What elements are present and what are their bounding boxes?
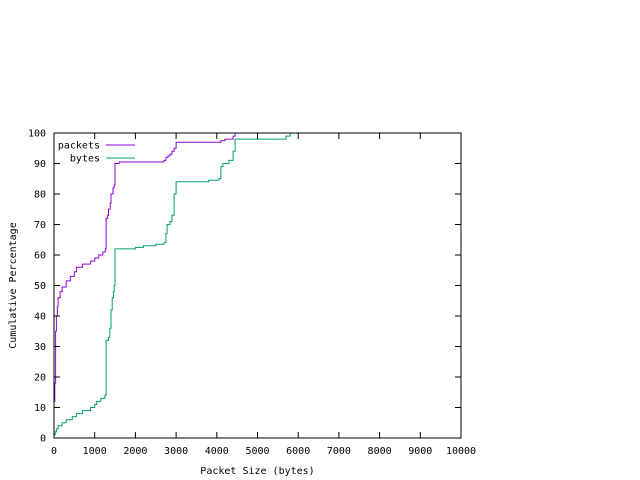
y-tick-label: 50 — [34, 281, 46, 292]
x-tick-label: 5000 — [245, 446, 269, 457]
y-tick-label: 40 — [34, 312, 46, 323]
y-tick-label: 30 — [34, 342, 46, 353]
x-tick-label: 10000 — [446, 446, 476, 457]
x-tick-label: 7000 — [327, 446, 351, 457]
y-tick-label: 20 — [34, 373, 46, 384]
y-tick-label: 0 — [40, 434, 46, 445]
series-layer — [54, 132, 295, 436]
y-tick-label: 100 — [28, 129, 46, 140]
x-tick-label: 4000 — [205, 446, 229, 457]
x-tick-label: 9000 — [408, 446, 432, 457]
legend-label-packets: packets — [58, 141, 100, 152]
y-tick-label: 80 — [34, 190, 46, 201]
y-tick-label: 10 — [34, 403, 46, 414]
plot-frame — [53, 132, 462, 439]
x-tick-label: 1000 — [83, 446, 107, 457]
y-tick-label: 60 — [34, 251, 46, 262]
y-tick-label: 70 — [34, 220, 46, 231]
y-tick-label: 90 — [34, 159, 46, 170]
y-axis-label: Cumulative Percentage — [8, 222, 19, 348]
x-axis-label: Packet Size (bytes) — [200, 466, 314, 477]
x-tick-label: 6000 — [286, 446, 310, 457]
x-tick-label: 2000 — [123, 446, 147, 457]
legend: packets bytes — [58, 141, 135, 165]
series-line-bytes — [54, 132, 295, 436]
series-line-packets — [54, 132, 278, 402]
legend-label-bytes: bytes — [70, 154, 100, 165]
ticks-layer: 0 1000 2000 3000 4000 5000 6000 7000 8000 9000 100… — [28, 129, 476, 458]
x-tick-label: 3000 — [164, 446, 188, 457]
x-tick-label: 8000 — [368, 446, 392, 457]
x-tick-label: 0 — [51, 446, 57, 457]
